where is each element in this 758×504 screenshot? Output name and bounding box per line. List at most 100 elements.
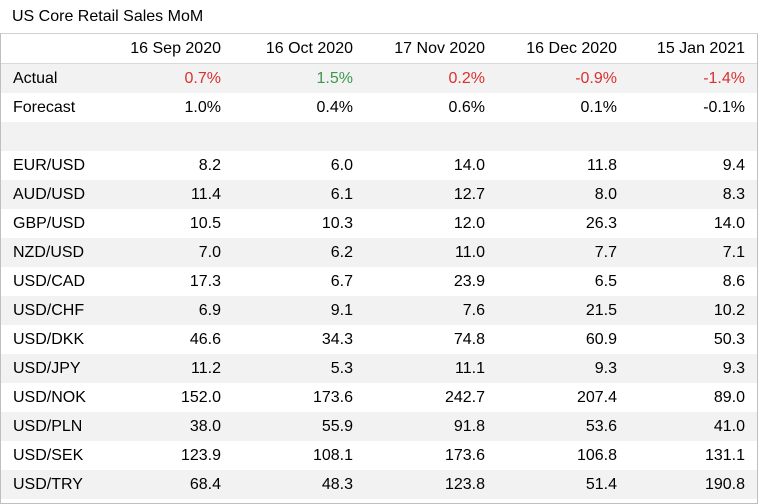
table-cell: 7.7 — [497, 238, 629, 267]
table-cell: 108.1 — [312, 446, 353, 464]
table-cell: 7.0 — [101, 238, 233, 267]
table-cell: 23.9 — [453, 272, 485, 290]
table-cell: 8.3 — [629, 180, 757, 209]
data-table: 16 Sep 2020 16 Oct 2020 17 Nov 2020 16 D… — [1, 34, 757, 499]
column-header: 15 Jan 2021 — [629, 34, 757, 64]
table-row: USD/PLN 38.0 55.9 91.8 53.6 41.0 — [1, 412, 757, 441]
header-row: 16 Sep 2020 16 Oct 2020 17 Nov 2020 16 D… — [1, 34, 757, 64]
table-cell: 34.3 — [321, 330, 353, 348]
table-cell: 10.3 — [321, 214, 353, 232]
table-row: AUD/USD 11.4 6.1 12.7 8.0 8.3 — [1, 180, 757, 209]
table-row: EUR/USD 8.2 6.0 14.0 11.8 9.4 — [1, 151, 757, 180]
row-label: AUD/USD — [1, 180, 101, 209]
table-cell — [101, 122, 233, 151]
column-header — [1, 34, 101, 64]
table-row: NZD/USD 7.0 6.2 11.0 7.7 7.1 — [1, 238, 757, 267]
table-cell: 242.7 — [444, 388, 485, 406]
table-cell: 11.0 — [365, 238, 497, 267]
table-row: USD/TRY 68.4 48.3 123.8 51.4 190.8 — [1, 470, 757, 499]
table-cell: 14.0 — [713, 214, 745, 232]
table-cell: 11.8 — [587, 156, 617, 174]
row-label: EUR/USD — [13, 156, 86, 174]
table-cell: 12.0 — [453, 214, 485, 232]
table-cell — [629, 122, 757, 151]
table-cell: 38.0 — [101, 412, 233, 441]
table-cell: 9.3 — [497, 354, 629, 383]
table-cell: 10.5 — [189, 214, 221, 232]
table-cell: 55.9 — [233, 412, 365, 441]
table-cell: -0.9% — [497, 63, 629, 93]
table-cell: 12.7 — [365, 180, 497, 209]
data-table-frame: 16 Sep 2020 16 Oct 2020 17 Nov 2020 16 D… — [0, 33, 758, 504]
table-cell: 8.6 — [722, 272, 745, 290]
table-cell: 123.8 — [365, 470, 497, 499]
table-cell: 106.8 — [576, 446, 617, 464]
table-cell: 0.6% — [448, 98, 485, 116]
table-cell: 46.6 — [189, 330, 221, 348]
table-cell: 0.4% — [316, 98, 353, 116]
table-cell: 51.4 — [497, 470, 629, 499]
table-cell: 53.6 — [497, 412, 629, 441]
table-cell: 173.6 — [312, 388, 353, 406]
table-cell: 9.1 — [233, 296, 365, 325]
row-label: Actual — [1, 63, 101, 93]
table-row: USD/CAD 17.3 6.7 23.9 6.5 8.6 — [1, 267, 757, 296]
table-row: USD/DKK 46.6 34.3 74.8 60.9 50.3 — [1, 325, 757, 354]
table-cell: 6.7 — [330, 272, 353, 290]
table-cell: 50.3 — [713, 330, 745, 348]
table-cell: 1.5% — [233, 63, 365, 93]
table-cell: 89.0 — [713, 388, 745, 406]
table-cell: 123.9 — [180, 446, 221, 464]
table-cell: 6.1 — [233, 180, 365, 209]
table-row: Actual 0.7% 1.5% 0.2% -0.9% -1.4% — [1, 63, 757, 93]
table-cell: 60.9 — [585, 330, 617, 348]
row-label: Forecast — [13, 98, 76, 116]
row-label: USD/TRY — [1, 470, 101, 499]
table-cell: 11.4 — [101, 180, 233, 209]
table-cell: 190.8 — [629, 470, 757, 499]
table-cell: 1.0% — [184, 98, 221, 116]
row-label: USD/CAD — [13, 272, 86, 290]
table-cell: 173.6 — [444, 446, 485, 464]
table-cell: 11.2 — [101, 354, 233, 383]
column-header: 16 Sep 2020 — [101, 34, 233, 64]
table-cell: 0.1% — [580, 98, 617, 116]
table-cell: 17.3 — [189, 272, 221, 290]
table-cell: 26.3 — [585, 214, 617, 232]
table-cell: 9.4 — [722, 156, 745, 174]
table-cell: 11.1 — [365, 354, 497, 383]
table-row: Forecast 1.0% 0.4% 0.6% 0.1% -0.1% — [1, 93, 757, 122]
column-header: 16 Dec 2020 — [497, 34, 629, 64]
row-label: GBP/USD — [13, 214, 86, 232]
table-cell: 0.7% — [101, 63, 233, 93]
table-body: Actual 0.7% 1.5% 0.2% -0.9% -1.4% Forecast 1.0%… — [1, 63, 757, 499]
table-cell: 6.9 — [101, 296, 233, 325]
table-row: USD/NOK 152.0 173.6 242.7 207.4 89.0 — [1, 383, 757, 412]
table-cell: 6.2 — [233, 238, 365, 267]
table-cell: 8.0 — [497, 180, 629, 209]
table-cell: 6.0 — [330, 156, 353, 174]
table-cell: -1.4% — [629, 63, 757, 93]
row-label: USD/DKK — [13, 330, 85, 348]
table-cell: 7.1 — [629, 238, 757, 267]
table-cell: 14.0 — [453, 156, 485, 174]
table-row: GBP/USD 10.5 10.3 12.0 26.3 14.0 — [1, 209, 757, 238]
table-cell: 6.5 — [594, 272, 617, 290]
row-label — [1, 122, 101, 151]
table-row: USD/JPY 11.2 5.3 11.1 9.3 9.3 — [1, 354, 757, 383]
table-row: USD/SEK 123.9 108.1 173.6 106.8 131.1 — [1, 441, 757, 470]
table-cell: 68.4 — [101, 470, 233, 499]
row-label: NZD/USD — [1, 238, 101, 267]
table-cell — [497, 122, 629, 151]
row-label: USD/PLN — [1, 412, 101, 441]
table-cell: 48.3 — [233, 470, 365, 499]
table-cell: 9.3 — [629, 354, 757, 383]
table-cell — [365, 122, 497, 151]
table-row — [1, 122, 757, 151]
table-cell: 8.2 — [198, 156, 221, 174]
table-cell: 7.6 — [365, 296, 497, 325]
table-cell: 10.2 — [629, 296, 757, 325]
column-header: 17 Nov 2020 — [365, 34, 497, 64]
table-title: US Core Retail Sales MoM — [12, 8, 204, 25]
table-cell: 207.4 — [576, 388, 617, 406]
